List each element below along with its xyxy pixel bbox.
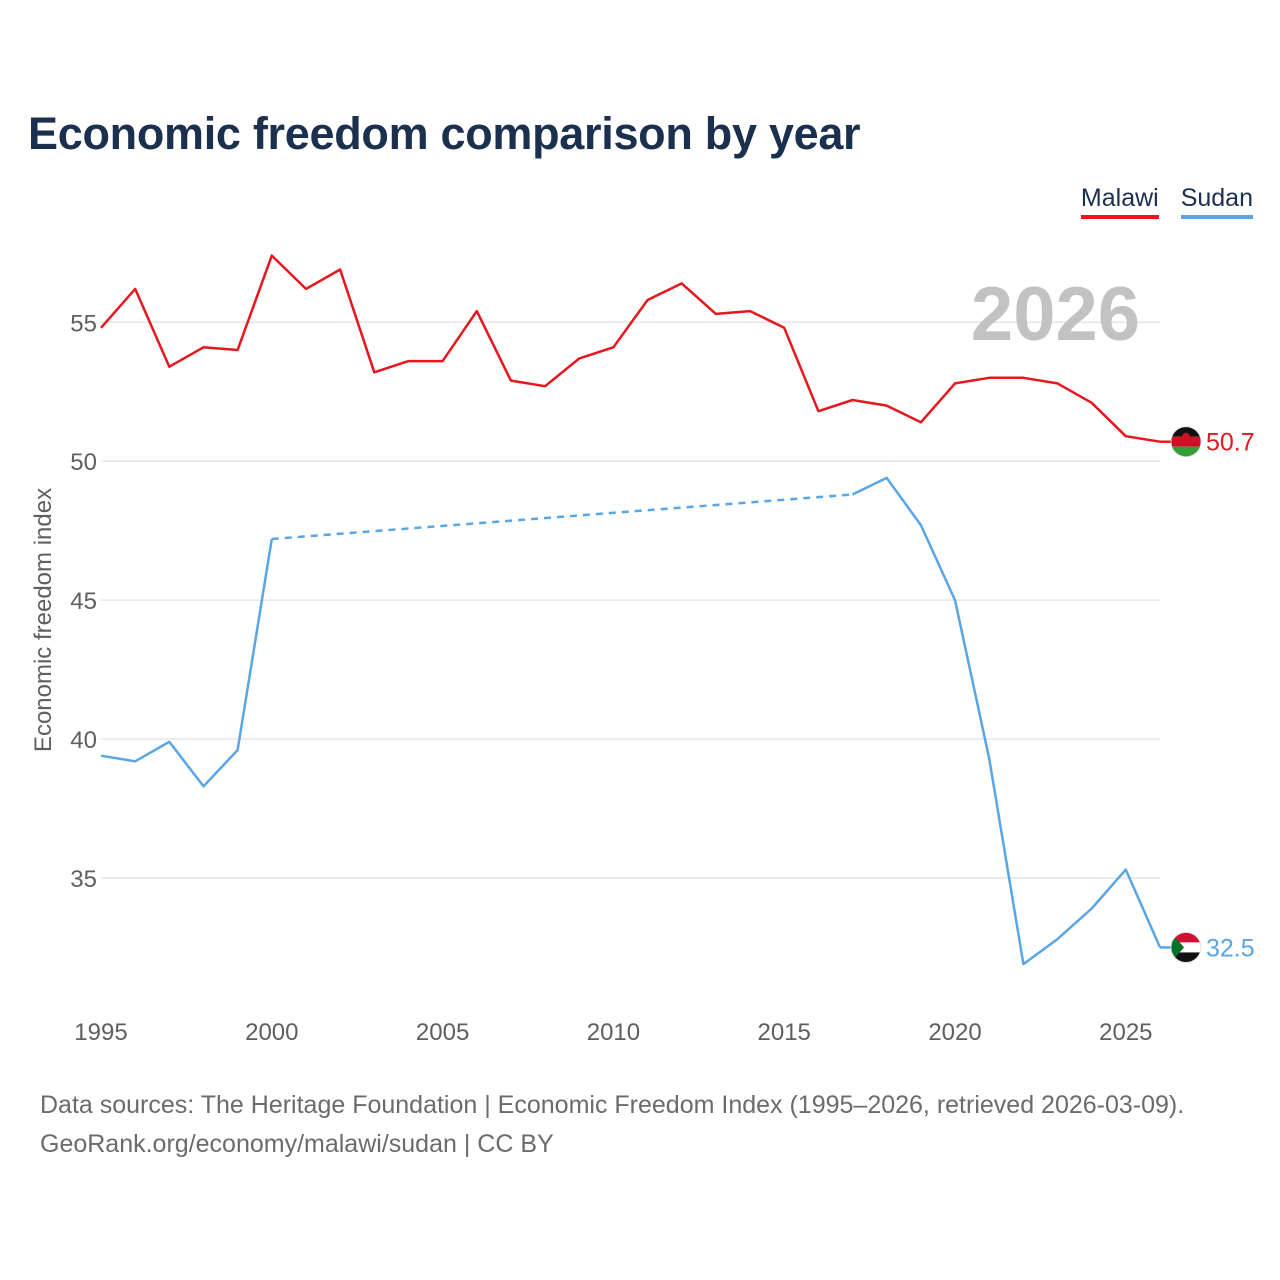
end-value-label-malawi: 50.7 [1206,429,1255,457]
series-line-sudan [851,476,1162,966]
x-tick-label-2000: 2000 [245,1019,298,1046]
x-tick-label-2010: 2010 [587,1019,640,1046]
series-line-sudan [100,538,274,788]
end-value-label-sudan: 32.5 [1206,934,1255,962]
series-line-malawi [100,254,1161,443]
current-year-label: 2026 [971,272,1140,357]
x-tick-label-2025: 2025 [1099,1019,1152,1046]
y-tick-label-55: 55 [70,310,97,337]
series-line-sudan-interpolated [271,493,853,541]
x-tick-label-2020: 2020 [928,1019,981,1046]
x-tick-label-1995: 1995 [74,1019,127,1046]
footer: Data sources: The Heritage Foundation | … [40,1086,1184,1164]
legend: Malawi Sudan [1080,184,1253,219]
y-tick-label-50: 50 [70,449,97,476]
y-axis-label: Economic freedom index [30,488,57,752]
y-tick-label-35: 35 [70,866,97,893]
y-tick-label-40: 40 [70,727,97,754]
data-sources-text: Data sources: The Heritage Foundation | … [40,1091,1185,1119]
x-tick-label-2015: 2015 [758,1019,811,1046]
x-tick-label-2005: 2005 [416,1019,469,1046]
credit-text: GeoRank.org/economy/malawi/sudan | CC BY [40,1130,554,1158]
legend-item-sudan[interactable]: Sudan [1180,184,1253,219]
chart-title: Economic freedom comparison by year [28,108,861,159]
legend-item-malawi[interactable]: Malawi [1080,184,1159,219]
sudan-flag-icon [1170,932,1202,963]
line-chart: 35 40 45 50 55 1995 2000 2005 2010 2015 2020 2025 Ec… [30,254,1255,1046]
malawi-flag-icon [1170,426,1202,458]
y-tick-label-45: 45 [70,588,97,615]
